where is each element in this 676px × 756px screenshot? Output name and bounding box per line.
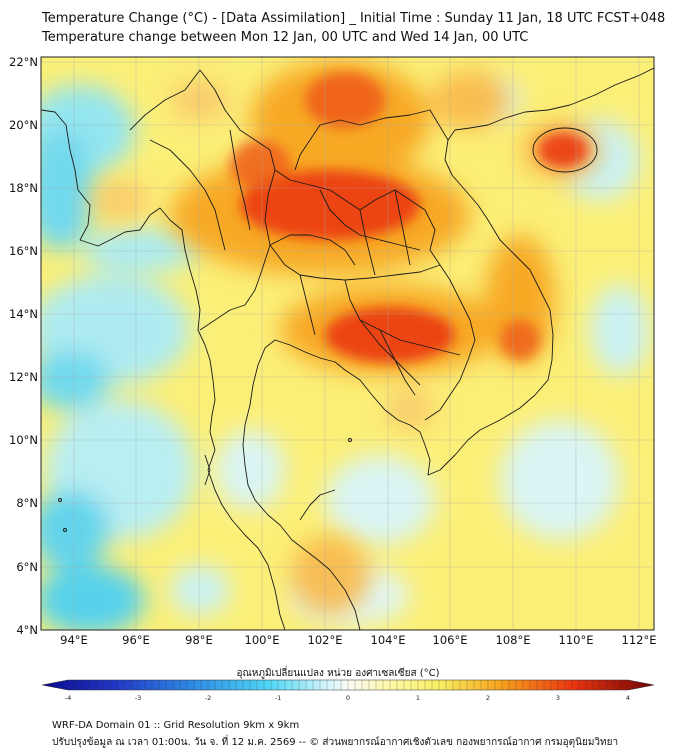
lon-label: 98°E	[185, 633, 213, 647]
lon-label: 110°E	[559, 633, 594, 647]
lon-label: 112°E	[622, 633, 657, 647]
coastlines-borders	[41, 67, 654, 630]
lon-label: 108°E	[496, 633, 531, 647]
footer-update-info: ปรับปรุงข้อมูล ณ เวลา 01:00น. วัน จ. ที่…	[52, 737, 619, 748]
lon-label: 100°E	[245, 633, 280, 647]
colorbar-tick: 1	[416, 694, 420, 702]
colorbar-tick: 0	[346, 694, 350, 702]
lat-label: 20°N	[9, 118, 38, 132]
lon-label: 96°E	[122, 633, 150, 647]
colorbar-tick: 4	[626, 694, 630, 702]
lat-label: 16°N	[9, 244, 38, 258]
colorbar-tick: -1	[275, 694, 281, 702]
lon-axis: 94°E 96°E 98°E 100°E 102°E 104°E 106°E 1…	[60, 633, 656, 647]
lat-label: 22°N	[9, 55, 38, 69]
colorbar-ticks: -4 -3 -2 -1 0 1 2 3 4	[65, 694, 630, 702]
temperature-field	[41, 57, 654, 630]
footer-model-info: WRF-DA Domain 01 :: Grid Resolution 9km …	[52, 720, 300, 731]
graticule	[41, 57, 654, 630]
lon-label: 104°E	[371, 633, 406, 647]
lat-label: 12°N	[9, 370, 38, 384]
colorbar-tick: -2	[205, 694, 211, 702]
colorbar-tick: 2	[486, 694, 490, 702]
lat-label: 4°N	[16, 623, 38, 637]
chart-title: Temperature Change (°C) - [Data Assimila…	[42, 11, 666, 26]
lon-label: 102°E	[308, 633, 343, 647]
plot-frame	[40, 56, 655, 631]
colorbar	[41, 679, 655, 691]
colorbar-label: อุณหภูมิเปลี่ยนแปลง หน่วย องศาเซลเซียส (…	[236, 668, 440, 679]
lat-label: 14°N	[9, 307, 38, 321]
lat-label: 18°N	[9, 181, 38, 195]
chart-subtitle: Temperature change between Mon 12 Jan, 0…	[42, 30, 529, 45]
colorbar-tick: 3	[556, 694, 560, 702]
lat-label: 8°N	[16, 496, 38, 510]
lon-label: 94°E	[60, 633, 88, 647]
lat-axis: 22°N 20°N 18°N 16°N 14°N 12°N 10°N 8°N 6…	[9, 55, 38, 637]
colorbar-tick: -3	[135, 694, 141, 702]
lat-label: 10°N	[9, 433, 38, 447]
colorbar-tick: -4	[65, 694, 71, 702]
lat-label: 6°N	[16, 560, 38, 574]
lon-label: 106°E	[433, 633, 468, 647]
